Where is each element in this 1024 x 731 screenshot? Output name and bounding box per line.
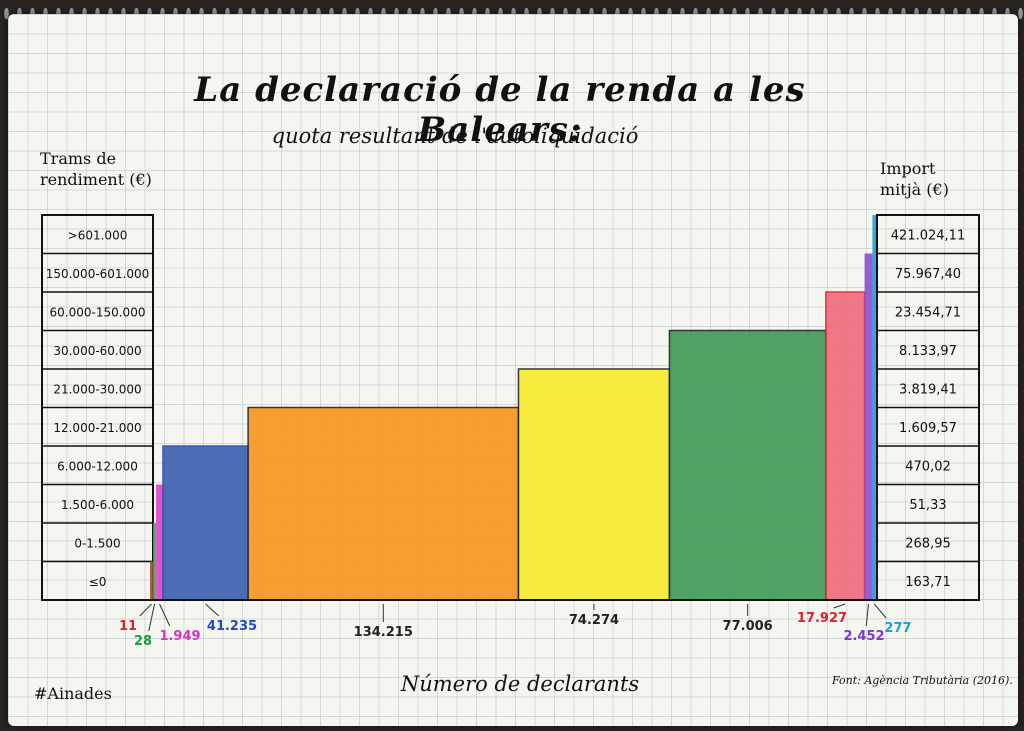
bar-3 [156, 484, 163, 600]
bar-10 [872, 215, 876, 600]
average-amount-label: 75.967,40 [895, 267, 961, 282]
right-axis-title-line2: mitjà (€) [880, 180, 949, 199]
declarant-arrow [139, 603, 152, 617]
income-bracket-label: 1.500-6.000 [61, 498, 134, 512]
average-amount-label: 23.454,71 [895, 305, 961, 320]
bar-1 [150, 561, 154, 600]
bar-6 [517, 368, 671, 601]
average-amount-label: 268,95 [905, 536, 951, 551]
hashtag: #Ainades [34, 684, 112, 703]
declarant-arrow [873, 603, 887, 619]
x-axis-label: Número de declarants [400, 672, 640, 696]
bar-7 [668, 329, 827, 601]
average-amount-label: 163,71 [905, 575, 951, 590]
bar-4 [162, 445, 249, 601]
right-axis-title-line1: Import [880, 159, 936, 178]
source-note: Font: Agència Tributària (2016). [832, 674, 1013, 687]
declarant-count-label: 28 [134, 634, 152, 649]
chart-title: La declaració de la renda a les Balears: [194, 70, 806, 150]
left-axis-title-line2: rendiment (€) [40, 170, 152, 189]
income-bracket-label: ≤0 [89, 575, 107, 589]
average-amount-label: 51,33 [909, 498, 946, 513]
bar-5 [247, 406, 520, 601]
bar-8 [825, 291, 866, 601]
left-axis-title: Trams de rendiment (€) [40, 148, 152, 190]
average-amount-label: 8.133,97 [899, 344, 957, 359]
right-axis-title: Import mitjà (€) [880, 158, 949, 200]
average-amount-label: 3.819,41 [899, 382, 957, 397]
declarant-count-label: 11 [119, 619, 137, 634]
declarant-arrow [159, 603, 171, 627]
declarant-arrow [205, 603, 220, 617]
declarant-count-label: 134.215 [354, 625, 413, 640]
bar-9 [864, 253, 873, 600]
declarant-count-label: 74.274 [569, 613, 619, 628]
bar-2 [153, 523, 157, 600]
declarant-count-label: 41.235 [207, 619, 257, 634]
declarant-arrow [865, 603, 870, 627]
average-amount-label: 470,02 [905, 459, 951, 474]
income-bracket-label: 6.000-12.000 [57, 459, 138, 473]
income-bracket-label: 60.000-150.000 [50, 305, 146, 319]
income-bracket-label: 30.000-60.000 [53, 344, 141, 358]
income-bracket-label: 12.000-21.000 [53, 421, 141, 435]
average-amount-label: 421.024,11 [891, 228, 965, 243]
declarant-arrow [148, 603, 156, 632]
declarant-count-label: 17.927 [797, 611, 847, 626]
left-axis-title-line1: Trams de [40, 149, 117, 168]
chart-subtitle: quota resultant de l'autoliquidació [271, 124, 639, 148]
average-amount-label: 1.609,57 [899, 421, 957, 436]
income-bracket-label: 150.000-601.000 [46, 267, 150, 281]
declarant-count-label: 77.006 [723, 619, 773, 634]
income-bracket-label: 0-1.500 [74, 536, 120, 550]
declarant-arrow [833, 603, 846, 609]
declarant-count-label: 277 [884, 621, 911, 636]
declarant-count-label: 1.949 [159, 629, 200, 644]
income-bracket-label: 21.000-30.000 [53, 382, 141, 396]
income-bracket-label: >601.000 [68, 228, 128, 242]
declarant-count-label: 2.452 [843, 629, 884, 644]
